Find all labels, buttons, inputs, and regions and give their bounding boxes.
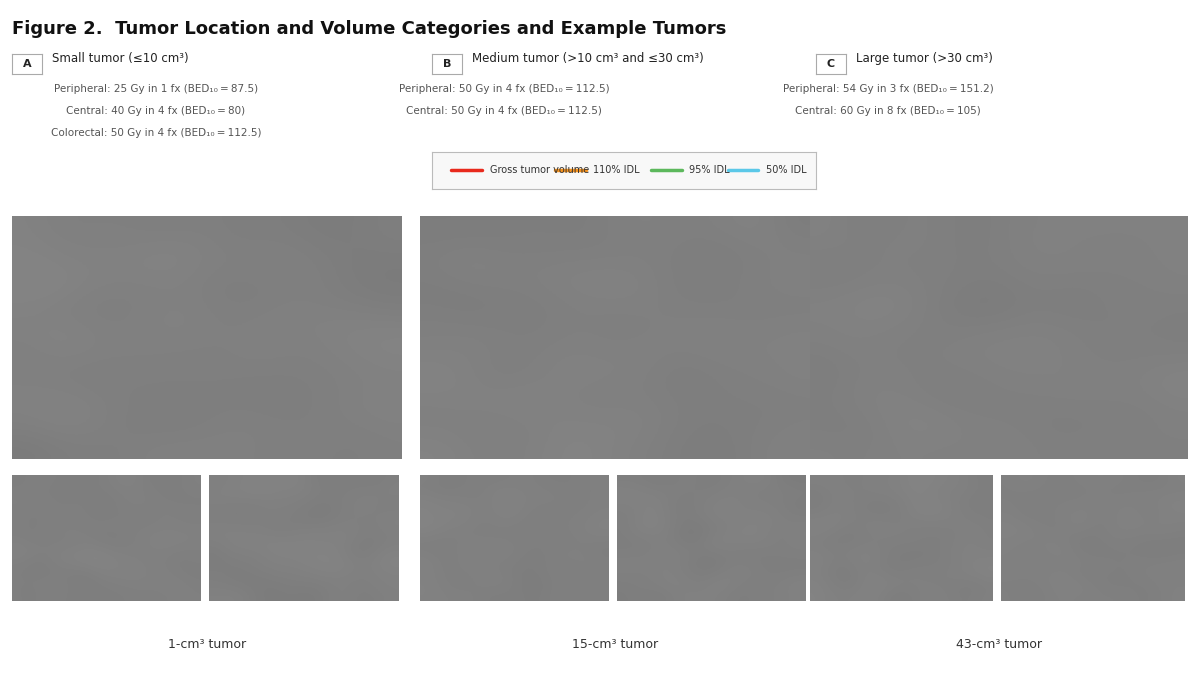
Text: Peripheral: 54 Gy in 3 fx (BED₁₀ = 151.2): Peripheral: 54 Gy in 3 fx (BED₁₀ = 151.2…: [782, 84, 994, 95]
Text: Central: 40 Gy in 4 fx (BED₁₀ = 80): Central: 40 Gy in 4 fx (BED₁₀ = 80): [66, 106, 246, 116]
Text: Gross tumor volume: Gross tumor volume: [490, 165, 589, 176]
Text: C: C: [827, 59, 835, 69]
Text: Central: 60 Gy in 8 fx (BED₁₀ = 105): Central: 60 Gy in 8 fx (BED₁₀ = 105): [796, 106, 980, 116]
Text: Large tumor (>30 cm³): Large tumor (>30 cm³): [856, 52, 992, 65]
Text: 15-cm³ tumor: 15-cm³ tumor: [572, 638, 658, 651]
Text: 43-cm³ tumor: 43-cm³ tumor: [956, 638, 1042, 651]
Text: Colorectal: 50 Gy in 4 fx (BED₁₀ = 112.5): Colorectal: 50 Gy in 4 fx (BED₁₀ = 112.5…: [50, 128, 262, 138]
Text: Central: 50 Gy in 4 fx (BED₁₀ = 112.5): Central: 50 Gy in 4 fx (BED₁₀ = 112.5): [406, 106, 602, 116]
Text: Figure 2.  Tumor Location and Volume Categories and Example Tumors: Figure 2. Tumor Location and Volume Cate…: [12, 20, 726, 38]
Text: 110% IDL: 110% IDL: [593, 165, 640, 176]
Text: Peripheral: 25 Gy in 1 fx (BED₁₀ = 87.5): Peripheral: 25 Gy in 1 fx (BED₁₀ = 87.5): [54, 84, 258, 95]
Text: B: B: [443, 59, 451, 69]
Text: 95% IDL: 95% IDL: [689, 165, 730, 176]
Text: 1-cm³ tumor: 1-cm³ tumor: [168, 638, 246, 651]
Text: Small tumor (≤10 cm³): Small tumor (≤10 cm³): [52, 52, 188, 65]
Text: Medium tumor (>10 cm³ and ≤30 cm³): Medium tumor (>10 cm³ and ≤30 cm³): [472, 52, 703, 65]
Text: A: A: [23, 59, 31, 69]
Text: Peripheral: 50 Gy in 4 fx (BED₁₀ = 112.5): Peripheral: 50 Gy in 4 fx (BED₁₀ = 112.5…: [398, 84, 610, 95]
Text: 50% IDL: 50% IDL: [766, 165, 806, 176]
